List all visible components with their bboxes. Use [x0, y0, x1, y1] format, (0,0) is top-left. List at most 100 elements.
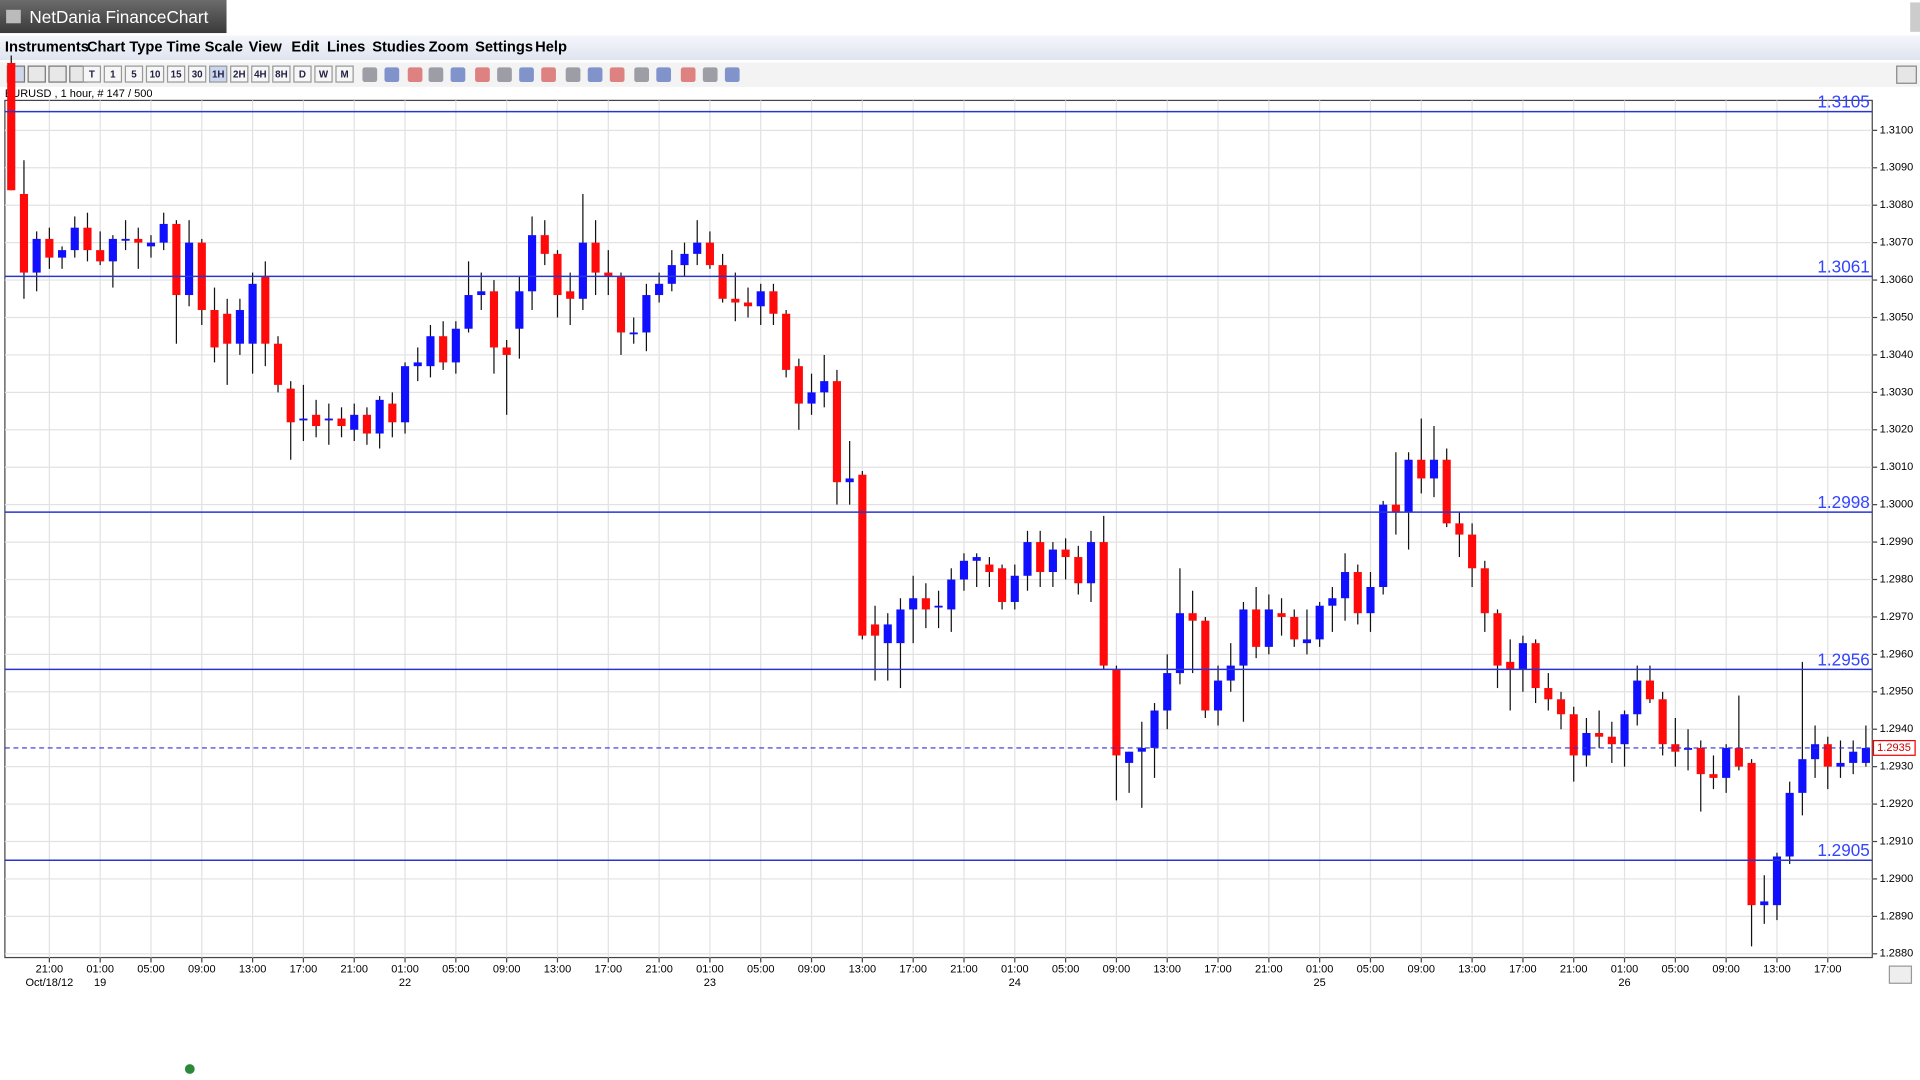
candle-body: [604, 272, 613, 277]
candle-body: [1302, 639, 1312, 644]
candle-body: [1213, 680, 1223, 711]
tool-icon[interactable]: [656, 67, 672, 83]
level-label: 1.3061: [1817, 256, 1869, 276]
last-price-box: [1872, 739, 1916, 756]
x-tick-label: 13:00: [544, 964, 572, 976]
y-tick-label: 1.3050: [1880, 311, 1914, 323]
menu-item[interactable]: Lines: [327, 40, 365, 56]
timescale-label[interactable]: 4H: [254, 69, 267, 80]
timescale-button[interactable]: [124, 65, 144, 83]
timescale-button[interactable]: [335, 65, 354, 83]
timescale-label[interactable]: 1: [110, 69, 116, 80]
x-tick-label: 01:00: [1611, 964, 1639, 976]
plot-area: [4, 99, 1873, 959]
timescale-label[interactable]: 1H: [212, 69, 225, 80]
tool-icon[interactable]: [362, 67, 378, 83]
app-icon: [6, 9, 21, 24]
menu-item[interactable]: View: [249, 40, 283, 56]
candle-body: [705, 242, 714, 266]
timescale-label[interactable]: 15: [171, 69, 182, 80]
date-label: 22: [399, 977, 411, 989]
x-tick-label: 13:00: [1153, 964, 1181, 976]
timescale-button[interactable]: [314, 65, 333, 83]
chart-type-icon[interactable]: [48, 65, 67, 83]
candle-body: [540, 235, 549, 254]
candle-body: [1595, 732, 1604, 737]
tool-icon[interactable]: [609, 67, 625, 83]
candle-body: [261, 276, 270, 344]
candle-body: [1417, 459, 1426, 479]
timescale-label[interactable]: 2H: [233, 69, 246, 80]
x-tick-label: 09:00: [1103, 964, 1131, 976]
tool-icon[interactable]: [702, 67, 718, 83]
candle-body: [362, 414, 371, 434]
candle-body: [1429, 459, 1439, 479]
timescale-button[interactable]: [82, 65, 102, 83]
tool-icon[interactable]: [541, 67, 556, 83]
panel-button[interactable]: [1896, 65, 1917, 84]
y-tick-label: 1.2930: [1880, 761, 1914, 773]
candle-body: [820, 381, 829, 393]
timescale-label[interactable]: W: [319, 69, 329, 80]
menu-item[interactable]: Edit: [291, 40, 319, 56]
timescale-label[interactable]: M: [340, 69, 348, 80]
candle-body: [680, 253, 689, 266]
timescale-button[interactable]: [293, 65, 312, 83]
timescale-button[interactable]: [145, 65, 165, 83]
tool-icon[interactable]: [450, 67, 466, 83]
menu-item[interactable]: Time Scale: [167, 40, 243, 56]
tool-icon[interactable]: [565, 67, 581, 83]
timescale-button[interactable]: [272, 65, 291, 83]
candle-body: [273, 343, 283, 385]
tool-icon[interactable]: [407, 67, 423, 83]
timescale-label[interactable]: T: [89, 69, 95, 80]
candle-body: [413, 362, 422, 367]
timescale-label[interactable]: 8H: [275, 69, 288, 80]
timescale-button[interactable]: [103, 65, 123, 83]
level-label: 1.2998: [1817, 492, 1869, 512]
candle-body: [1569, 714, 1578, 756]
menu-item[interactable]: Settings: [475, 40, 533, 56]
tool-icon[interactable]: [475, 67, 490, 83]
tool-icon[interactable]: [587, 67, 603, 83]
tool-icon[interactable]: [634, 67, 649, 83]
date-label: 24: [1009, 977, 1021, 989]
x-tick-label: 13:00: [849, 964, 877, 976]
tool-icon[interactable]: [519, 67, 534, 83]
candle-body: [1404, 459, 1413, 513]
timescale-label[interactable]: D: [299, 69, 306, 80]
menu-item[interactable]: Chart Type: [87, 40, 163, 56]
timescale-button[interactable]: [187, 65, 207, 83]
timescale-button[interactable]: [251, 65, 270, 83]
menu-item[interactable]: Help: [535, 40, 567, 56]
candle-body: [223, 313, 232, 344]
menu-item[interactable]: Instruments: [5, 40, 89, 56]
candle-body: [1010, 575, 1019, 602]
x-tick-label: 21:00: [36, 964, 64, 976]
candle-body: [1544, 688, 1553, 700]
timescale-label[interactable]: 10: [150, 69, 161, 80]
candle-body: [1696, 747, 1705, 775]
tool-icon[interactable]: [428, 67, 444, 83]
timescale-button[interactable]: [209, 65, 228, 83]
candle-body: [172, 223, 181, 296]
candle-body: [1620, 714, 1629, 745]
timescale-button[interactable]: [230, 65, 249, 83]
tool-icon[interactable]: [680, 67, 696, 83]
tool-icon[interactable]: [497, 67, 512, 83]
tool-icon[interactable]: [384, 67, 400, 83]
menu-item[interactable]: Zoom: [429, 40, 469, 56]
timescale-label[interactable]: 5: [131, 69, 137, 80]
menu-item[interactable]: Studies: [372, 40, 425, 56]
candle-body: [1099, 542, 1108, 666]
candle-body: [1861, 747, 1870, 763]
timescale-label[interactable]: 30: [192, 69, 203, 80]
scroll-button[interactable]: [1888, 965, 1913, 984]
candle-body: [731, 298, 740, 303]
candle-body: [1150, 710, 1159, 748]
window-control[interactable]: [1910, 2, 1920, 32]
timescale-button[interactable]: [166, 65, 186, 83]
chart-type-icon[interactable]: [27, 65, 46, 83]
tool-icon[interactable]: [724, 67, 740, 83]
